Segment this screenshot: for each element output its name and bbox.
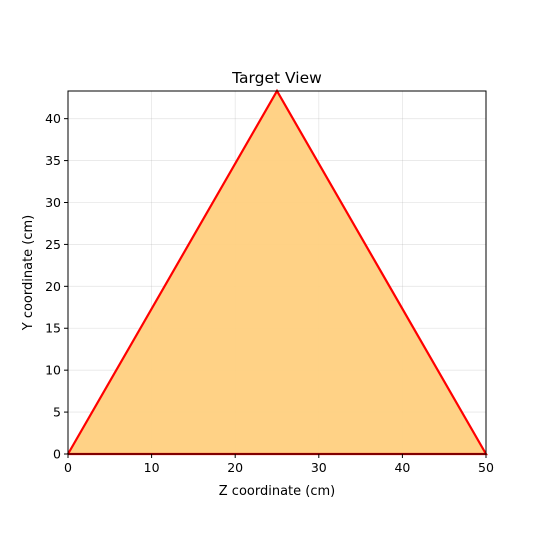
y-tick-label: 35 (45, 153, 61, 168)
x-tick-label: 0 (64, 460, 72, 475)
y-tick-label: 10 (45, 363, 61, 378)
plot-marks (67, 88, 488, 456)
y-tick-label: 40 (45, 111, 61, 126)
x-tick-label: 10 (144, 460, 160, 475)
chart-title: Target View (231, 69, 322, 87)
y-tick-label: 5 (53, 405, 61, 420)
x-tick-label: 50 (478, 460, 494, 475)
x-axis-label: Z coordinate (cm) (219, 484, 335, 499)
plot-frame (67, 90, 487, 455)
y-axis-label: Y coordinate (cm) (21, 215, 36, 332)
x-axis: 0 10 20 30 40 50 (64, 454, 494, 475)
y-tick-label: 30 (45, 195, 61, 210)
y-tick-label: 20 (45, 279, 61, 294)
triangle-fill (68, 91, 486, 454)
x-tick-label: 20 (227, 460, 243, 475)
y-tick-label: 15 (45, 321, 61, 336)
x-tick-label: 40 (394, 460, 410, 475)
y-tick-label: 0 (53, 447, 61, 462)
x-tick-label: 30 (311, 460, 327, 475)
y-tick-label: 25 (45, 237, 61, 252)
y-axis: 0 5 10 15 20 25 30 35 40 (45, 111, 68, 462)
